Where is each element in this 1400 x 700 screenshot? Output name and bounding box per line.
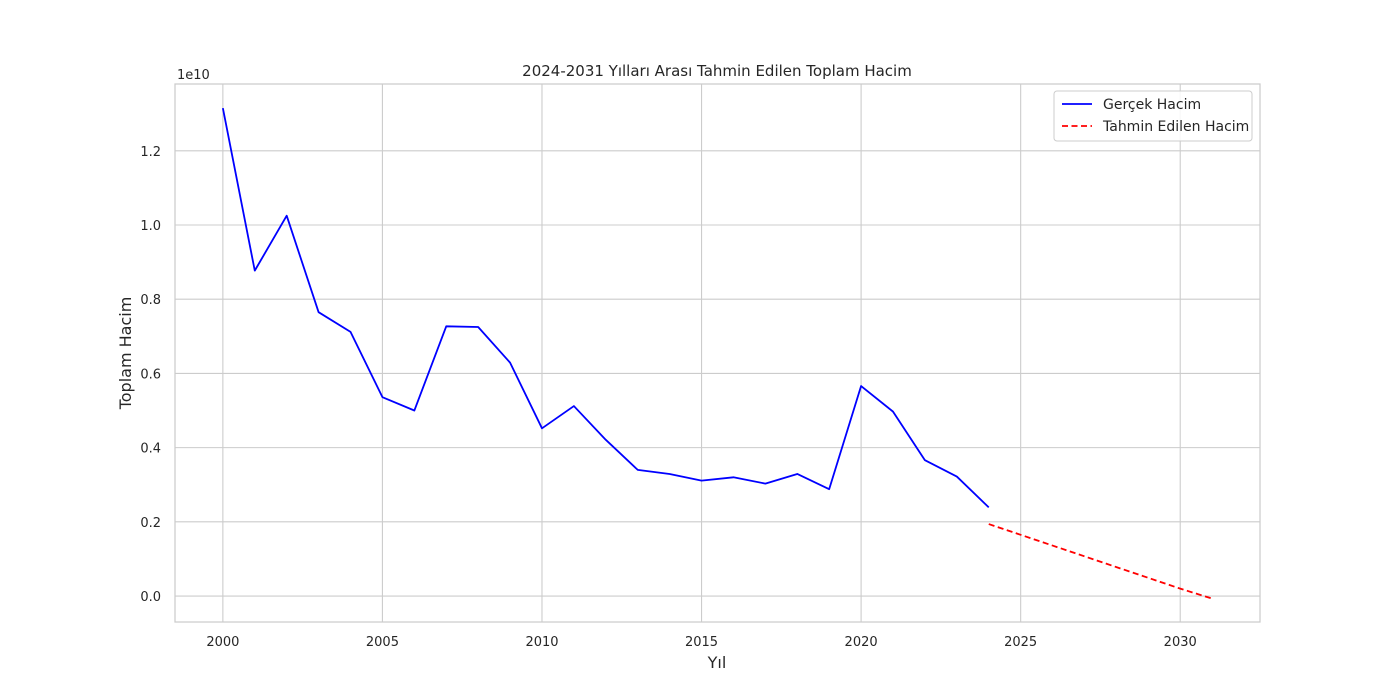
legend-label-tahmin-edilen-hacim: Tahmin Edilen Hacim xyxy=(1102,119,1249,135)
x-axis-ticks: 2000 2005 2010 2015 2020 2025 2030 xyxy=(206,635,1196,650)
y-tick-label: 0.8 xyxy=(140,293,161,308)
x-tick-label: 2000 xyxy=(206,635,239,650)
series-line-1 xyxy=(988,523,1213,600)
y-tick-label: 0.0 xyxy=(140,590,161,605)
x-tick-label: 2005 xyxy=(366,635,399,650)
x-tick-label: 2010 xyxy=(525,635,558,650)
y-tick-label: 0.6 xyxy=(140,367,161,382)
y-tick-label: 0.2 xyxy=(140,516,161,531)
x-axis-label: Yıl xyxy=(707,653,727,672)
plot-frame xyxy=(174,83,1261,623)
grid xyxy=(175,84,1260,622)
y-tick-label: 0.4 xyxy=(140,442,161,457)
x-tick-label: 2030 xyxy=(1164,635,1197,650)
y-tick-label: 1.0 xyxy=(140,219,161,234)
plot-area xyxy=(175,84,1260,622)
y-axis-ticks: 0.0 0.2 0.4 0.6 0.8 1.0 1.2 xyxy=(140,145,161,605)
x-tick-label: 2025 xyxy=(1004,635,1037,650)
x-tick-label: 2015 xyxy=(685,635,718,650)
legend-label-gercek-hacim: Gerçek Hacim xyxy=(1103,97,1201,113)
y-offset-label: 1e10 xyxy=(177,68,210,83)
legend: Gerçek Hacim Tahmin Edilen Hacim xyxy=(1053,90,1253,142)
chart-title: 2024-2031 Yılları Arası Tahmin Edilen To… xyxy=(522,62,912,80)
y-axis-label: Toplam Hacim xyxy=(116,297,135,411)
y-tick-label: 1.2 xyxy=(140,145,161,160)
legend-box xyxy=(1053,90,1253,142)
x-tick-label: 2020 xyxy=(845,635,878,650)
series-line-0 xyxy=(221,107,990,508)
series-group xyxy=(221,107,1213,600)
